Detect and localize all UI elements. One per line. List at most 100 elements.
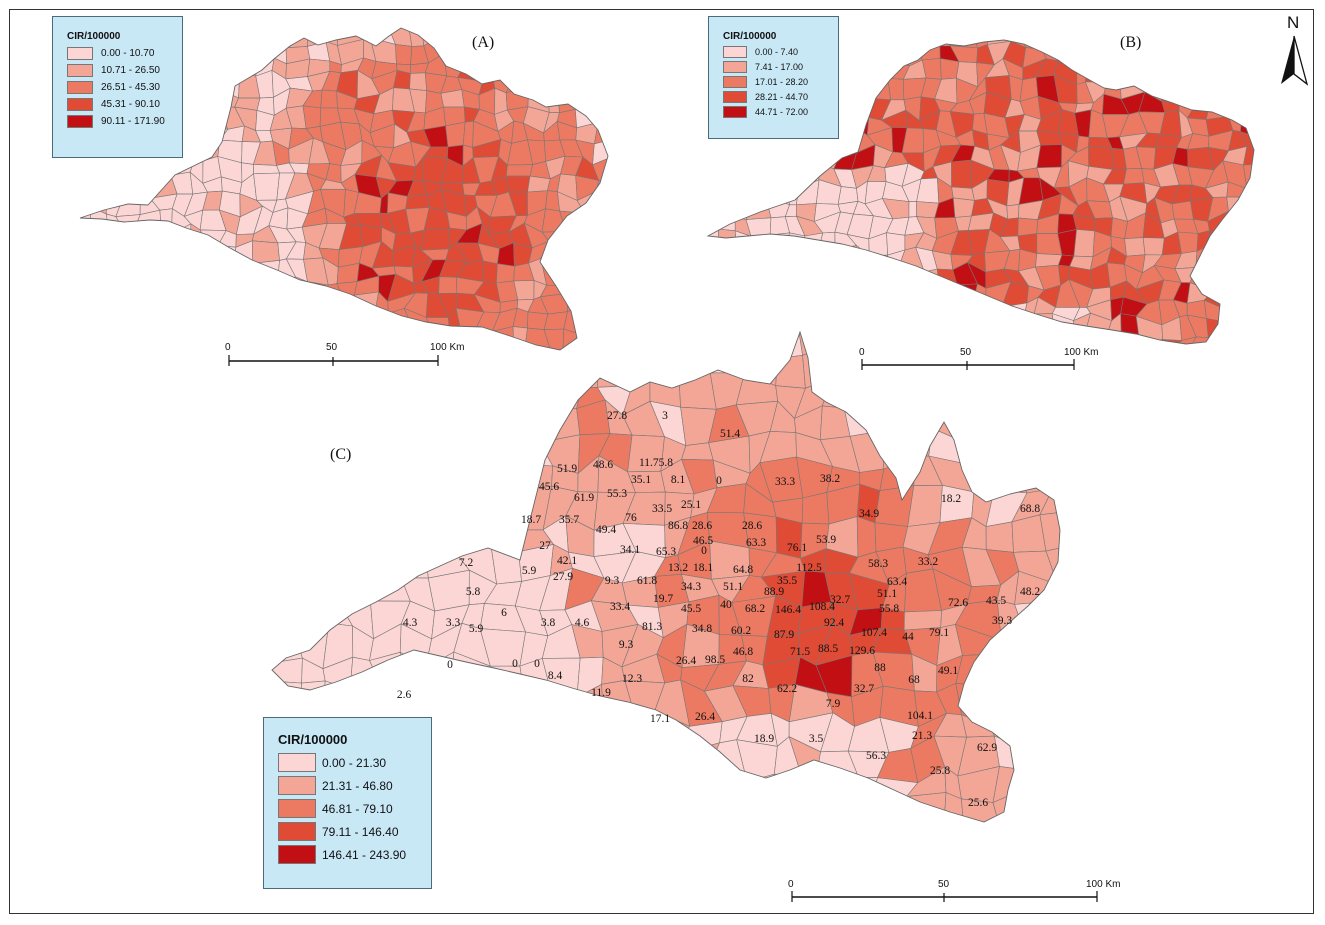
district-polygon (135, 173, 151, 199)
district-value-label: 48.6 (593, 459, 613, 471)
district-polygon (544, 346, 582, 389)
district-polygon (1120, 338, 1145, 344)
district-polygon (610, 342, 635, 363)
district-value-label: 51.9 (557, 463, 577, 475)
district-polygon (201, 40, 226, 61)
district-polygon (951, 159, 973, 189)
district-polygon (341, 345, 379, 392)
district-polygon (566, 292, 576, 313)
district-polygon (715, 145, 733, 172)
district-value-label: 72.6 (948, 597, 968, 609)
district-polygon (223, 28, 238, 48)
district-polygon (557, 73, 580, 96)
district-polygon (370, 577, 411, 602)
district-value-label: 33.5 (652, 503, 672, 515)
district-polygon (320, 522, 350, 555)
legend-swatch (278, 753, 316, 772)
district-polygon (236, 39, 258, 65)
district-polygon (1014, 679, 1042, 722)
district-polygon (399, 651, 444, 694)
district-polygon (791, 829, 819, 858)
district-polygon (835, 300, 857, 325)
district-polygon (272, 657, 303, 684)
district-polygon (371, 326, 390, 350)
district-value-label: 2.6 (397, 689, 412, 701)
district-polygon (1040, 374, 1060, 407)
district-polygon (220, 311, 244, 338)
district-polygon (1006, 204, 1020, 220)
district-polygon (990, 679, 1031, 726)
district-polygon (150, 347, 178, 350)
district-value-label: 87.9 (774, 629, 794, 641)
district-polygon (138, 292, 156, 312)
district-polygon (790, 794, 827, 822)
district-polygon (1153, 42, 1178, 68)
district-polygon (738, 332, 778, 359)
district-polygon (233, 291, 253, 317)
district-value-label: 6 (501, 607, 507, 619)
district-polygon (983, 332, 1027, 361)
district-polygon (802, 280, 822, 301)
district-polygon (834, 282, 858, 307)
district-value-label: 26.4 (676, 655, 696, 667)
district-polygon (167, 312, 192, 331)
district-polygon (547, 740, 583, 779)
district-polygon (675, 721, 723, 755)
district-polygon (717, 228, 738, 257)
district-polygon (621, 797, 662, 822)
district-polygon (766, 165, 789, 190)
district-polygon (658, 770, 687, 803)
district-polygon (408, 685, 444, 719)
district-polygon (320, 488, 355, 526)
district-polygon (377, 373, 404, 420)
district-polygon (283, 371, 330, 410)
district-polygon (171, 257, 191, 284)
district-polygon (592, 28, 608, 38)
district-polygon (874, 485, 915, 527)
district-polygon (1205, 230, 1232, 253)
district-value-label: 17.1 (650, 713, 670, 725)
legend-swatch (278, 776, 316, 795)
district-polygon (887, 77, 905, 101)
district-polygon (410, 327, 431, 350)
district-polygon (868, 254, 889, 273)
district-value-label: 107.4 (861, 627, 887, 639)
district-polygon (708, 272, 721, 290)
district-polygon (713, 802, 747, 822)
district-polygon (885, 319, 910, 343)
district-polygon (714, 263, 738, 291)
district-polygon (285, 28, 308, 49)
district-polygon (455, 516, 492, 553)
district-polygon (430, 717, 463, 753)
legend-class-row: 7.41 - 17.00 (723, 61, 838, 73)
district-polygon (1221, 296, 1248, 324)
district-polygon (524, 348, 551, 350)
district-polygon (183, 39, 203, 58)
district-value-label: 53.9 (816, 534, 836, 546)
district-polygon (767, 143, 789, 170)
district-polygon (421, 29, 442, 47)
district-polygon (1203, 265, 1227, 292)
district-polygon (575, 242, 602, 260)
district-polygon (535, 709, 582, 755)
district-polygon (1153, 40, 1178, 46)
district-polygon (1124, 237, 1146, 257)
district-polygon (923, 279, 939, 307)
district-polygon (900, 330, 925, 344)
district-polygon (838, 95, 857, 114)
district-polygon (735, 262, 753, 291)
district-value-label: 81.3 (642, 621, 662, 633)
district-polygon (137, 256, 159, 286)
district-value-label: 44 (902, 631, 914, 643)
district-polygon (764, 264, 784, 285)
district-polygon (202, 245, 228, 261)
district-polygon (884, 263, 908, 291)
district-polygon (535, 771, 583, 809)
district-polygon (250, 278, 281, 298)
district-polygon (818, 820, 860, 822)
district-polygon (217, 57, 241, 74)
district-polygon (1017, 217, 1039, 237)
district-polygon (541, 78, 565, 92)
district-polygon (849, 67, 877, 86)
district-polygon (593, 274, 608, 302)
